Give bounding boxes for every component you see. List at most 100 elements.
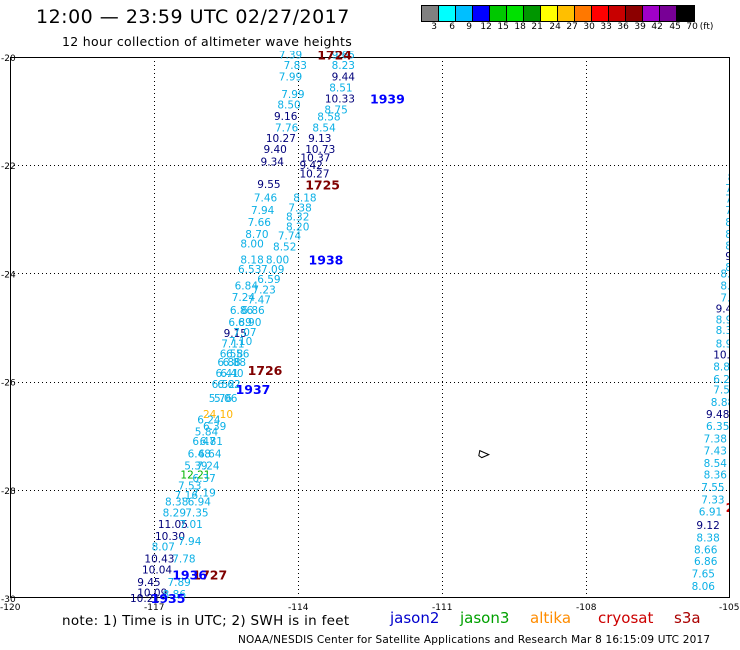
swh-point-label: 7.33	[701, 495, 724, 507]
swh-point-label: 7.55	[701, 482, 724, 494]
swh-point-label: 10.04	[142, 564, 172, 576]
swh-point-label: 9.44	[716, 304, 740, 316]
swh-point-label: 7.16	[175, 490, 199, 502]
lat-tick-label: -30	[1, 595, 16, 605]
swh-point-label: 8.86	[163, 589, 187, 601]
swh-point-label: 7.9	[725, 205, 740, 217]
swh-point-label: 8.29	[163, 508, 186, 520]
swh-point-label: 7.8	[725, 194, 740, 206]
swh-point-label: 8	[731, 80, 738, 92]
legend-swatch	[507, 6, 524, 21]
swh-point-label: 9.42	[299, 160, 322, 172]
pass-number-label: 1725	[305, 178, 340, 193]
swh-point-label: 6.86	[694, 556, 718, 568]
swh-point-label: 9.48	[706, 409, 729, 421]
swh-point-label: 8	[731, 103, 738, 115]
legend-swatch	[422, 6, 439, 21]
swh-point-label: 5.39	[184, 460, 207, 472]
lat-tick-label: -22	[1, 162, 16, 172]
pass-number-label: 1938	[309, 252, 344, 267]
legend-swatch	[660, 6, 677, 21]
swh-point-label: 6.81	[200, 436, 223, 448]
legend-label: 36	[617, 22, 629, 32]
swh-point-label: 8.38	[165, 497, 188, 509]
swh-point-label: 8.52	[273, 241, 296, 253]
swh-point-label: 8.07	[152, 542, 175, 554]
legend-label: 3	[431, 22, 437, 32]
swh-point-label: 10.30	[155, 531, 185, 543]
legend-label: 24	[549, 22, 561, 32]
swh-point-label: 8.32	[286, 212, 309, 224]
pass-number-label: 1724	[317, 47, 352, 62]
swh-point-label: 8.5	[725, 240, 740, 252]
legend-swatch	[456, 6, 473, 21]
swh-point-label: 8.18	[240, 254, 263, 266]
pass-number-label: 1937	[236, 382, 271, 397]
swh-point-label: 6.22	[713, 374, 736, 386]
lon-tick-label: -111	[432, 603, 452, 613]
legend-label: 27	[566, 22, 578, 32]
swh-point-label: 7.52	[720, 293, 740, 305]
swh-point-label: 6.89	[228, 317, 251, 329]
legend-swatch	[490, 6, 507, 21]
swh-point-label: 8.32	[716, 325, 739, 337]
swh-point-label: 6.84	[235, 280, 259, 292]
swh-point-label: 9.15	[224, 328, 247, 340]
legend-swatch	[609, 6, 626, 21]
swh-point-label: 8	[731, 139, 738, 151]
swh-point-label: 8	[731, 67, 738, 79]
swh-point-label: 10.21	[130, 593, 160, 605]
pass-number-label: 1939	[370, 92, 405, 107]
island-outline	[478, 449, 491, 459]
legend-swatch	[558, 6, 575, 21]
swh-point-label: 8.18	[293, 193, 316, 205]
lat-tick-label: -24	[1, 270, 16, 280]
legend-swatch	[439, 6, 456, 21]
pass-number-label: 1727	[192, 568, 227, 583]
swh-point-label: 8.51	[329, 82, 352, 94]
swh-point-label: 6.52	[212, 379, 235, 391]
legend-label: 12	[480, 22, 492, 32]
legend-label: 15	[497, 22, 509, 32]
swh-point-label: 7.39	[279, 49, 302, 61]
legend-swatch	[626, 6, 643, 21]
swh-point-label: 9.44	[332, 71, 356, 83]
swh-point-label: 5.76	[209, 393, 233, 405]
swh-point-label: 7.99	[279, 71, 302, 83]
legend-label: 30	[583, 22, 595, 32]
swh-point-label: 7.65	[692, 569, 715, 581]
lat-tick-label: -20	[1, 54, 16, 64]
swh-point-label: 6.48	[188, 449, 211, 461]
legend-label: 21	[531, 22, 543, 32]
lon-tick-label: -114	[288, 603, 309, 613]
swh-point-label: 6.94	[188, 497, 212, 509]
swh-point-label: 9.45	[137, 577, 160, 589]
swh-point-label: 8	[731, 91, 738, 103]
swh-point-label: 9.65	[332, 49, 355, 61]
legend-label: 33	[600, 22, 612, 32]
swh-point-label: 8.54	[704, 458, 728, 470]
swh-point-label: 8.89	[713, 361, 736, 373]
swh-point-label: 8.54	[312, 122, 336, 134]
map-frame	[10, 57, 730, 598]
swh-point-label: 8.0	[725, 229, 740, 241]
swh-point-label: 8	[731, 150, 738, 162]
pass-number-label: 1726	[248, 363, 283, 378]
swh-point-label: 7.09	[261, 264, 284, 276]
swh-point-label: 6.64	[198, 449, 222, 461]
page-subtitle: 12 hour collection of altimeter wave hei…	[62, 34, 353, 49]
legend-label: 45	[669, 22, 681, 32]
swh-point-label: 8	[731, 161, 738, 173]
swh-point-label: 7.07	[233, 327, 256, 339]
swh-point-label: 6.53	[238, 264, 261, 276]
swh-point-label: 8.66	[694, 544, 718, 556]
swh-point-label: 7.94	[178, 536, 202, 548]
swh-point-label: 7.94	[251, 205, 275, 217]
swh-point-label: 7.47	[248, 294, 271, 306]
swh-point-label: 8.00	[266, 254, 289, 266]
legend-label: 6	[449, 22, 455, 32]
swh-point-label: 7.19	[192, 488, 215, 500]
pass-number-label: 2	[726, 500, 735, 515]
swh-point-label: 6.35	[706, 421, 729, 433]
swh-point-label: 7.99	[281, 89, 304, 101]
